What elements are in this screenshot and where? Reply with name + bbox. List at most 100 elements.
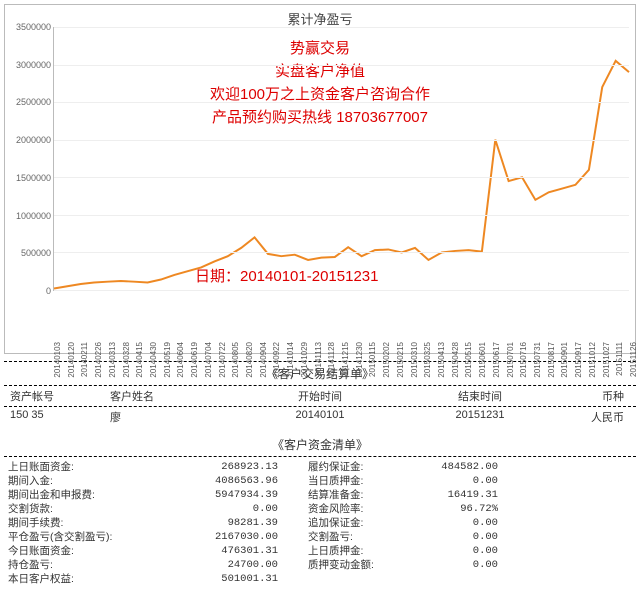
fund-value: 98281.39 (148, 516, 308, 530)
x-tick: 20140519 (163, 342, 172, 378)
x-tick: 20150413 (437, 342, 446, 378)
val-ccy: 人民币 (550, 409, 630, 425)
fund-row: 平仓盈亏(含交割盈亏):2167030.00 (8, 530, 308, 544)
x-tick: 20150325 (423, 342, 432, 378)
fund-label: 交割货款: (8, 502, 148, 516)
fund-row: 持仓盈亏:24700.00 (8, 558, 308, 572)
val-end: 20151231 (410, 409, 550, 425)
fundlist-title: 《客户资金清单》 (4, 434, 636, 455)
fund-value: 268923.13 (148, 460, 308, 474)
x-tick: 20150428 (451, 342, 460, 378)
fund-row: 本日客户权益:501001.31 (8, 572, 308, 586)
x-tick: 20151111 (615, 342, 624, 376)
fund-row: 交割盈亏:0.00 (308, 530, 498, 544)
fund-label: 交割盈亏: (308, 530, 398, 544)
fund-row: 期间入金:4086563.96 (8, 474, 308, 488)
fund-row: 期间手续费:98281.39 (8, 516, 308, 530)
fund-row: 上日质押金:0.00 (308, 544, 498, 558)
y-tick: 0 (46, 286, 51, 296)
fund-row: 结算准备金:16419.31 (308, 488, 498, 502)
x-tick: 20150310 (410, 342, 419, 378)
x-tick: 20150917 (574, 342, 583, 378)
x-tick: 20140211 (80, 342, 89, 377)
fund-value: 2167030.00 (148, 530, 308, 544)
x-tick: 20141029 (300, 342, 309, 378)
x-tick: 20140120 (67, 342, 76, 378)
val-acct: 150 35 (10, 409, 110, 425)
fund-value: 16419.31 (398, 488, 498, 502)
x-tick: 20141014 (286, 342, 295, 378)
fund-value: 24700.00 (148, 558, 308, 572)
y-tick: 2000000 (16, 135, 51, 145)
x-tick: 20140226 (94, 342, 103, 378)
y-tick: 1000000 (16, 211, 51, 221)
pnl-chart: 累计净盈亏 势赢交易 实盘客户净值 欢迎100万之上资金客户咨询合作 产品预约购… (4, 4, 636, 354)
x-tick: 20150901 (560, 342, 569, 378)
x-tick: 20150731 (533, 342, 542, 378)
y-tick: 1500000 (16, 173, 51, 183)
x-tick: 20140103 (53, 342, 62, 378)
fund-value: 5947934.39 (148, 488, 308, 502)
fund-label: 期间出金和申报费: (8, 488, 148, 502)
x-tick: 20140922 (272, 342, 281, 378)
x-tick: 20140619 (190, 342, 199, 378)
x-tick: 20140415 (135, 342, 144, 378)
fund-label: 平仓盈亏(含交割盈亏): (8, 530, 148, 544)
fund-value: 0.00 (398, 530, 498, 544)
x-tick: 20140805 (231, 342, 240, 378)
val-start: 20140101 (230, 409, 410, 425)
fund-row: 期间出金和申报费:5947934.39 (8, 488, 308, 502)
plot-area (53, 27, 629, 291)
fund-row: 资金风险率:96.72% (308, 502, 498, 516)
fund-value: 96.72% (398, 502, 498, 516)
hdr-name: 客户姓名 (110, 388, 230, 404)
fund-list: 上日账面资金:268923.13期间入金:4086563.96期间出金和申报费:… (4, 458, 636, 586)
y-tick: 3000000 (16, 60, 51, 70)
fund-label: 期间手续费: (8, 516, 148, 530)
hdr-acct: 资产帐号 (10, 388, 110, 404)
x-tick: 20140604 (176, 342, 185, 378)
hdr-end: 结束时间 (410, 388, 550, 404)
fund-label: 结算准备金: (308, 488, 398, 502)
fund-label: 质押变动金额: (308, 558, 398, 572)
fund-label: 期间入金: (8, 474, 148, 488)
fund-row: 上日账面资金:268923.13 (8, 460, 308, 474)
fund-value: 0.00 (398, 516, 498, 530)
y-axis: 0500000100000015000002000000250000030000… (7, 27, 53, 291)
fund-label: 今日账面资金: (8, 544, 148, 558)
hdr-ccy: 币种 (550, 388, 630, 404)
y-tick: 2500000 (16, 97, 51, 107)
fund-label: 本日客户权益: (8, 572, 148, 586)
fund-label: 当日质押金: (308, 474, 398, 488)
fund-right-col: 履约保证金:484582.00当日质押金:0.00结算准备金:16419.31资… (308, 460, 498, 586)
fund-value: 476301.31 (148, 544, 308, 558)
x-tick: 20140904 (259, 342, 268, 378)
fund-label: 上日质押金: (308, 544, 398, 558)
x-tick: 20150202 (382, 342, 391, 378)
x-tick: 20150601 (478, 342, 487, 378)
fund-value: 484582.00 (398, 460, 498, 474)
settlement-value-row: 150 35 廖 20140101 20151231 人民币 (4, 408, 636, 426)
x-tick: 20151012 (588, 342, 597, 378)
fund-value: 501001.31 (148, 572, 308, 586)
fund-row: 交割货款:0.00 (8, 502, 308, 516)
hdr-start: 开始时间 (230, 388, 410, 404)
y-tick: 500000 (21, 248, 51, 258)
x-tick: 20150515 (464, 342, 473, 378)
fund-value: 4086563.96 (148, 474, 308, 488)
y-tick: 3500000 (16, 22, 51, 32)
x-tick: 20150716 (519, 342, 528, 378)
x-tick: 20140722 (218, 342, 227, 378)
fund-label: 追加保证金: (308, 516, 398, 530)
fund-value: 0.00 (398, 544, 498, 558)
x-tick: 20151126 (629, 342, 638, 377)
x-tick: 20141113 (314, 342, 323, 376)
x-tick: 20140820 (245, 342, 254, 378)
x-axis: 2014010320140120201402112014022620140313… (53, 293, 629, 351)
fund-row: 今日账面资金:476301.31 (8, 544, 308, 558)
x-tick: 20150215 (396, 342, 405, 378)
fund-row: 质押变动金额:0.00 (308, 558, 498, 572)
x-tick: 20150617 (492, 342, 501, 378)
fund-row: 当日质押金:0.00 (308, 474, 498, 488)
x-tick: 20140704 (204, 342, 213, 378)
